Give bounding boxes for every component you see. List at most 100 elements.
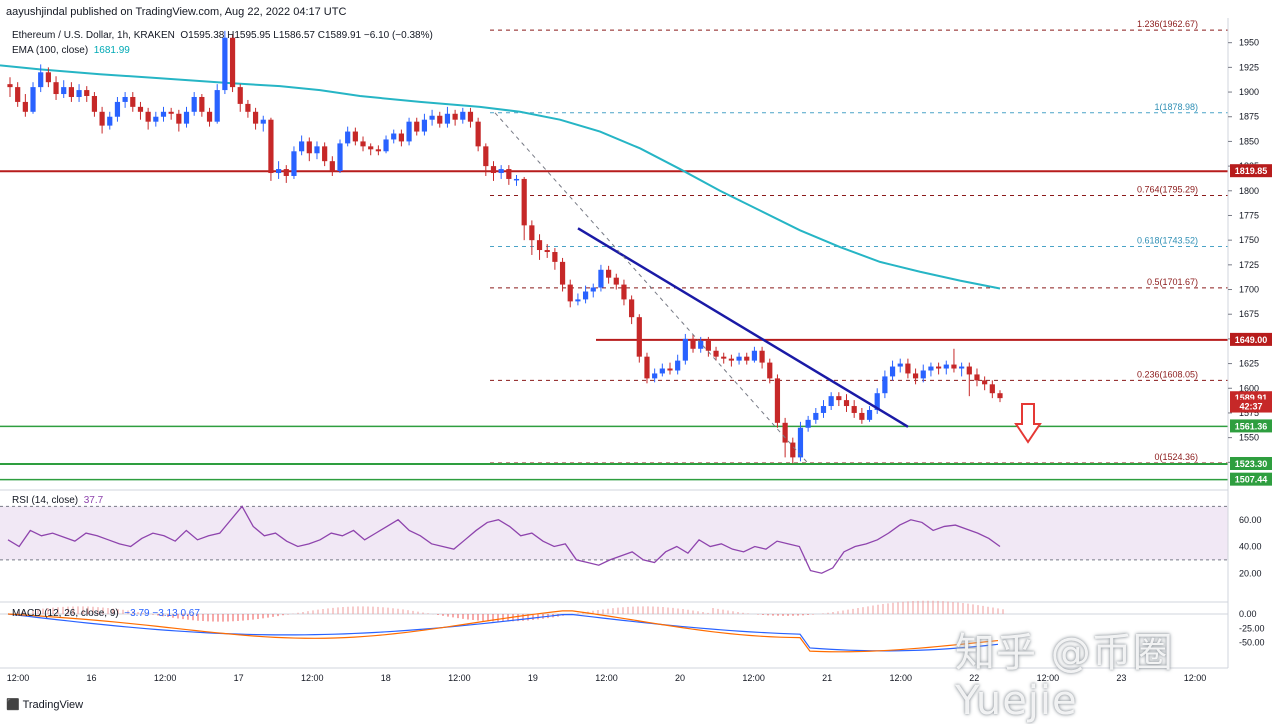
macd-signal-line [7,610,999,653]
candle-body [214,90,220,122]
ema-line [0,64,1001,290]
candle-body [582,291,589,300]
price-tag [1230,472,1272,486]
fib-level-label: 0.618(1743.52) [1137,236,1198,246]
price-tag-label: 1523.30 [1235,459,1268,469]
candle-body [905,363,911,374]
candle-body [805,419,811,428]
fib-level-label: 1(1878.98) [1154,102,1198,112]
candle-body [299,141,305,152]
price-tick-label: 1800 [1239,186,1259,196]
macd-tick-label: -50.00 [1239,638,1265,648]
candle-body [629,299,635,318]
candle-body [644,356,650,379]
candle-body [498,169,504,174]
candle-body [176,113,182,124]
candle-body [575,299,581,302]
candle-body [329,161,335,172]
candle-body [122,96,128,102]
candle-body [744,356,750,361]
candle-body [943,364,949,369]
macd-label[interactable]: MACD (12, 26, close, 9) [12,608,119,619]
price-tick-label: 1950 [1239,38,1259,48]
candle-body [199,96,205,112]
candle-body [866,409,873,420]
candle-body [836,396,842,401]
tradingview-logo[interactable]: ⬛ TradingView [6,698,83,711]
trendline [577,227,909,428]
candle-body [590,287,596,292]
time-tick-label: 12:00 [301,673,324,683]
candle-body [38,72,44,88]
candle-body [368,146,374,150]
candle-body [974,374,980,381]
candle-body [982,380,988,385]
candle-body [421,119,428,132]
candle-body [606,269,612,278]
candle-body [30,87,36,112]
fib-level-label: 0.764(1795.29) [1137,184,1198,194]
candle-body [513,178,520,181]
candle-body [889,366,896,377]
candle-body [989,384,995,394]
price-axis: 1525155015751600162516501675170017251750… [1227,0,1280,690]
macd-line [7,613,999,652]
candle-body [667,368,673,371]
watermark: 知乎 @币圈Yuejie [955,630,1174,724]
price-tag-label: 42:37 [1239,402,1262,412]
candle-body [813,412,819,420]
rsi-label[interactable]: RSI (14, close) [12,495,79,506]
candle-body [229,37,236,88]
drawing-tools [494,112,1042,464]
candle-body [252,111,259,124]
time-tick-label: 17 [234,673,244,683]
macd-values: −3.79 −3.13 0.67 [124,608,200,619]
time-tick-label: 12:00 [1184,673,1207,683]
candle-body [360,141,366,147]
candle-body [153,116,159,122]
price-tick-label: 1675 [1239,309,1259,319]
time-tick-label: 22 [969,673,979,683]
time-tick-label: 21 [822,673,832,683]
candle-body [920,370,926,379]
candle-body [437,115,443,124]
candle-body [383,139,389,152]
rsi-tick-label: 40.00 [1239,542,1262,552]
candle-body [283,169,289,176]
price-tick-label: 1750 [1239,235,1259,245]
price-tag-label: 1589.91 [1235,393,1268,403]
candle-body [76,90,82,97]
price-tag [1230,419,1272,433]
ema-polyline [0,64,1001,290]
time-tick-label: 12:00 [595,673,618,683]
fib-level-label: 1.236(1962.67) [1137,19,1198,29]
ohlc-values: O1595.38 H1595.95 L1586.57 C1589.91 −6.1… [180,30,433,41]
candle-body [191,96,197,112]
candle-body [91,96,98,112]
rsi-line [7,505,1001,574]
price-tag-label: 1819.85 [1235,166,1268,176]
candle-body [45,72,51,83]
rsi-tick-label: 20.00 [1239,568,1262,578]
price-tick-label: 1925 [1239,62,1259,72]
time-tick-label: 12:00 [154,673,177,683]
candle-body [183,111,190,124]
price-tick-label: 1600 [1239,383,1259,393]
candle-body [936,366,942,369]
time-tick-label: 16 [87,673,97,683]
candle-body [15,87,21,102]
candle-body [114,101,121,117]
candle-body [559,261,566,285]
candle-body [460,111,466,120]
candle-body [536,240,543,251]
candle-body [713,350,719,357]
symbol-label[interactable]: Ethereum / U.S. Dollar, 1h, KRAKEN [12,30,175,41]
rsi-pane [0,505,1228,574]
price-tag [1230,164,1272,178]
price-tag [1230,399,1272,413]
candle-body [160,111,167,117]
candle-body [53,82,59,95]
ema-label[interactable]: EMA (100, close) [12,45,89,56]
candle-body [314,146,320,154]
